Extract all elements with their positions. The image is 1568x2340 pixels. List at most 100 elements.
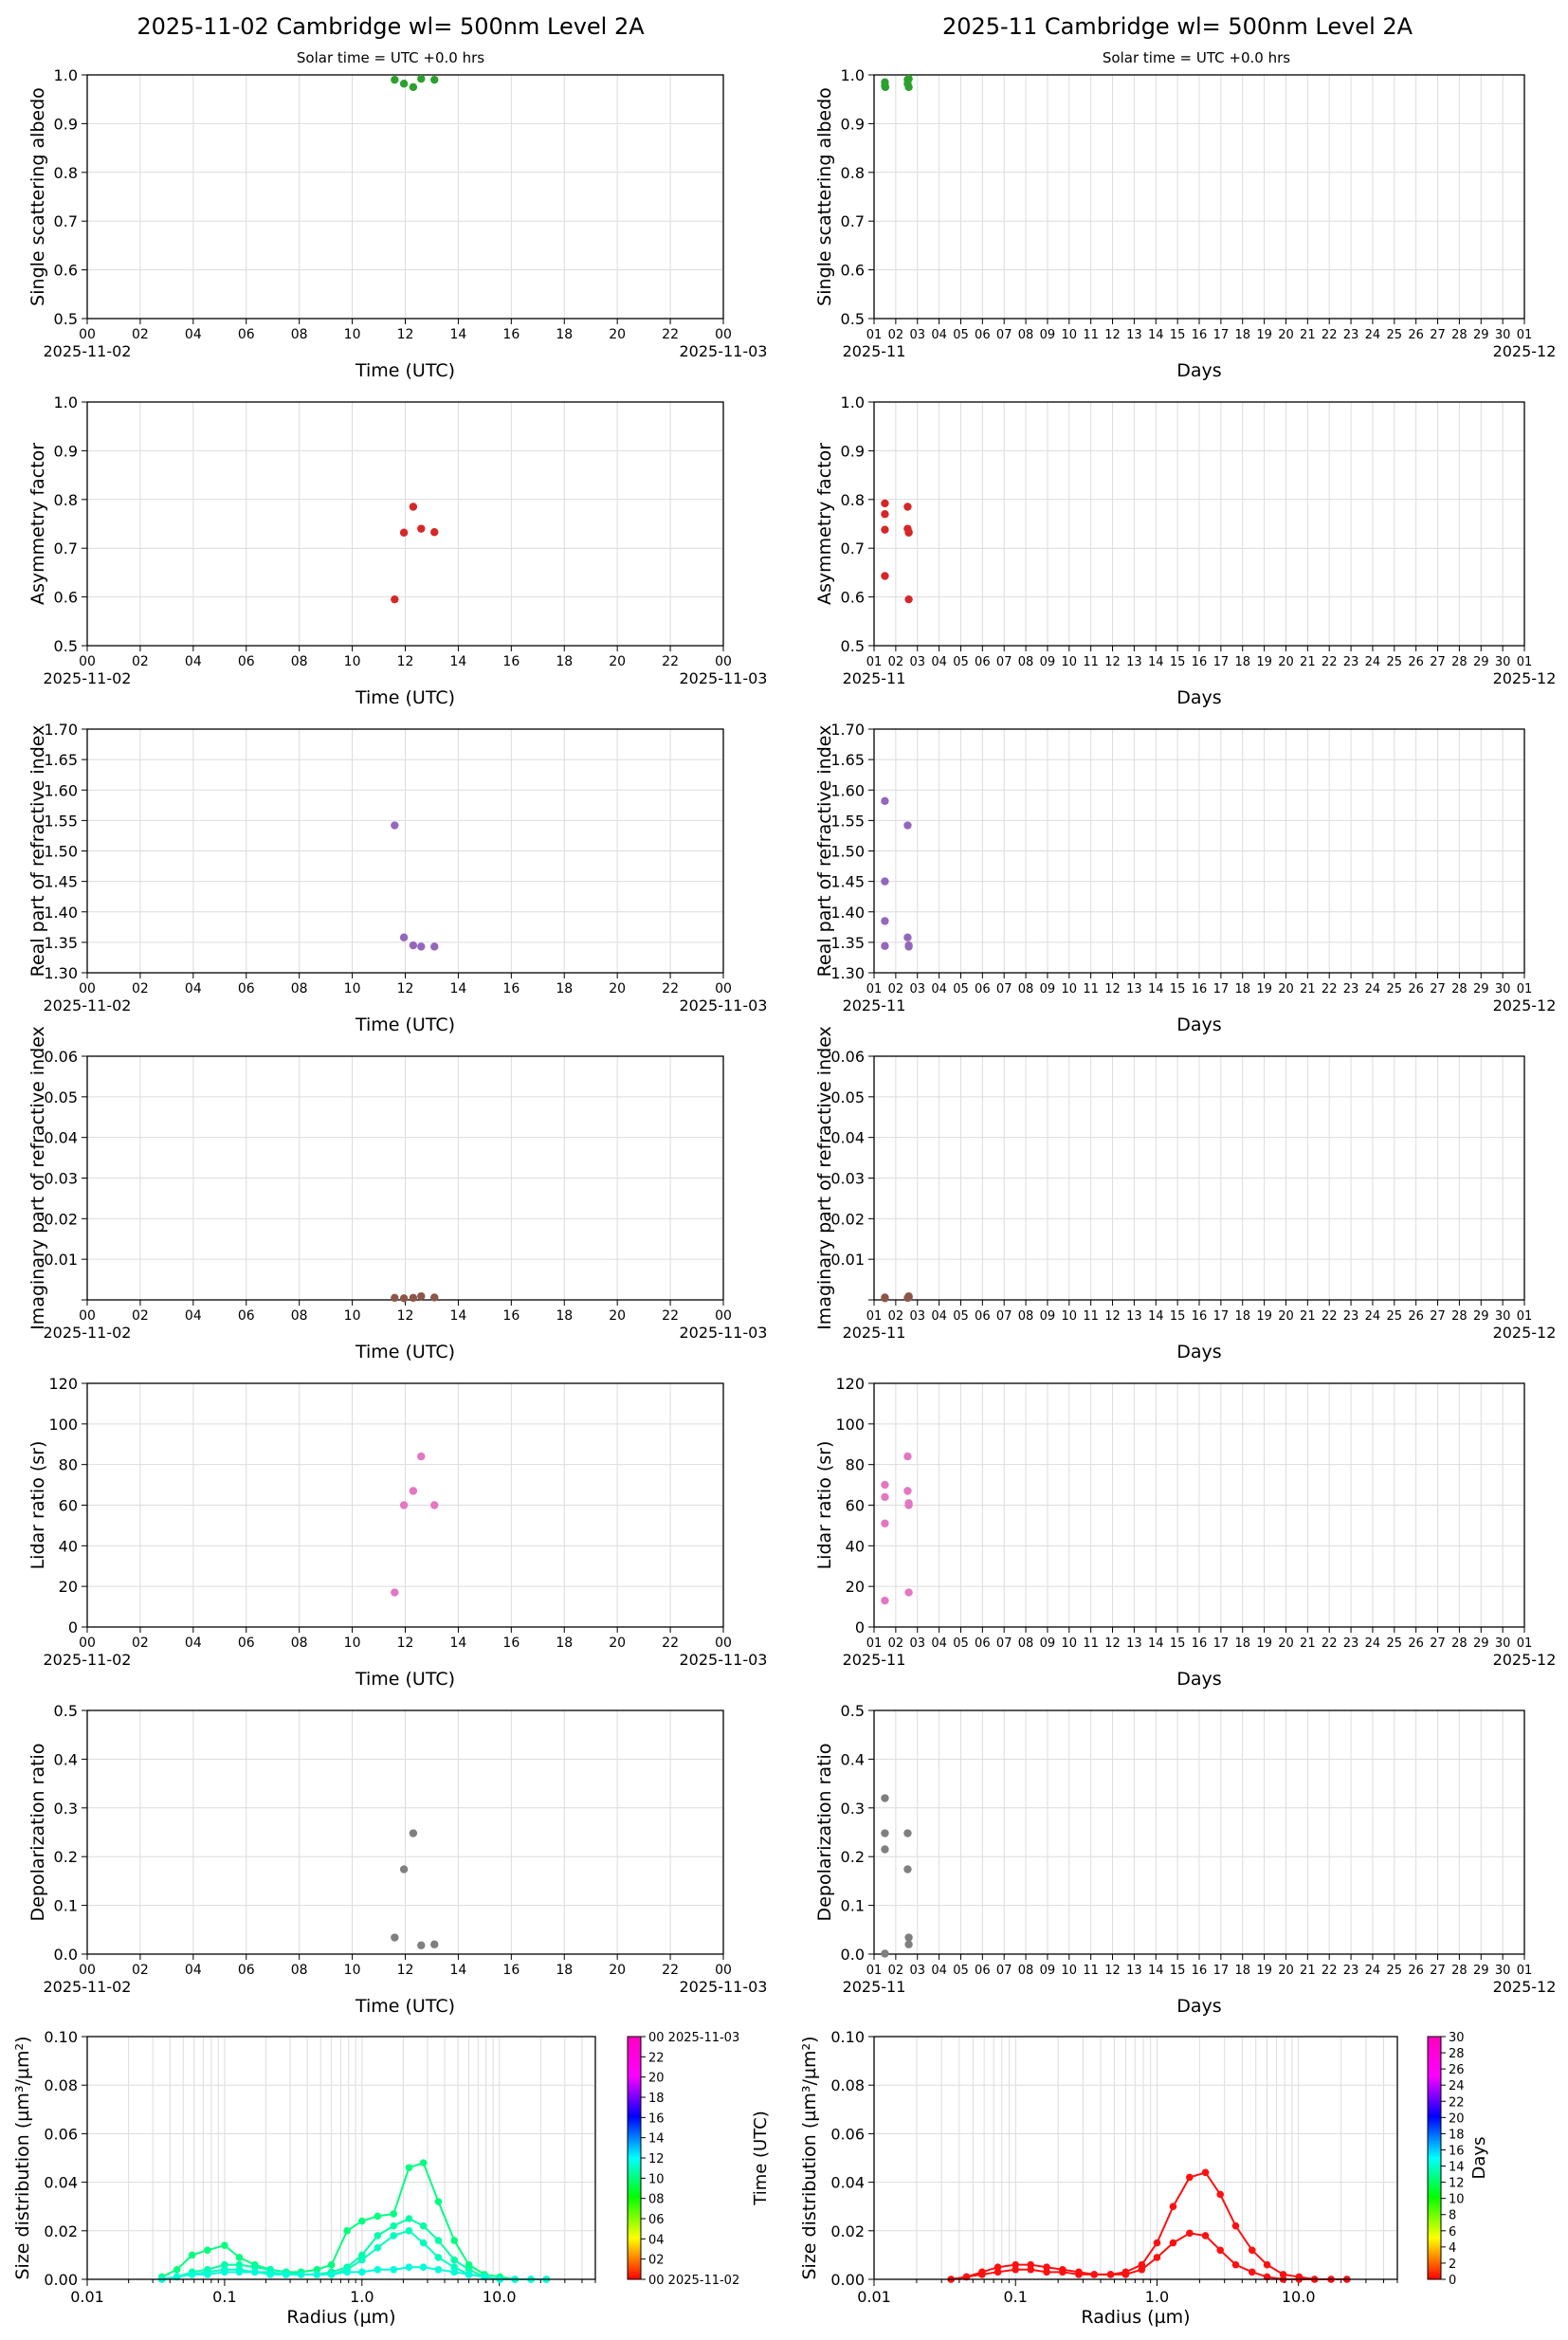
colorbar-tick-label: 14 [648,2132,665,2147]
colorbar-tick-label: 16 [648,2111,665,2126]
x-tick-label: 17 [1213,655,1230,669]
data-point [391,1588,399,1597]
x-tick-label: 12 [1104,328,1121,342]
colorbar-tick-label: 14 [1449,2161,1465,2175]
x-tick-label: 17 [1213,328,1230,342]
y-tick-label: 0.8 [841,164,865,182]
x-end-date: 2025-11-03 [680,669,768,687]
x-tick-label: 05 [953,655,969,669]
y-tick-label: 1.30 [44,964,78,982]
x-tick-label: 18 [1234,1309,1250,1324]
x-tick-label: 17 [1213,1964,1230,1978]
x-tick-label: 23 [1343,655,1359,669]
y-tick-label: 0.10 [44,2028,78,2046]
plot-frame [873,1055,1525,1301]
panel-monthly-4: 0.01 0.02 0.03 0.04 0.05 0.06 01 02 03 04 05 06 07 08… [814,1026,1556,1362]
x-tick-label: 22 [662,981,679,996]
y-tick-label: 0 [855,1618,865,1636]
series-point [188,2271,196,2278]
x-axis-label: Time (UTC) [355,1342,455,1362]
x-tick-label: 26 [1408,328,1424,342]
x-tick-label: 28 [1451,655,1468,669]
x-tick-label: 00 [79,1308,96,1324]
x-tick-label: 01 [1517,1636,1533,1651]
x-tick-label: 0.01 [857,2288,891,2306]
panel-monthly-2: 0.5 0.6 0.7 0.8 0.9 1.0 01 02 03 04 05 06 07 08 09 10 11… [814,393,1556,708]
x-tick-label: 14 [450,981,467,996]
x-tick-label: 02 [888,655,904,669]
x-tick-label: 18 [556,1636,573,1651]
y-tick-label: 0.04 [44,1129,78,1147]
x-tick-label: 01 [1517,1309,1533,1324]
series-point [374,2212,382,2221]
data-point [903,1452,912,1461]
series-point [282,2271,290,2278]
x-start-date: 2025-11-02 [44,1324,132,1342]
y-tick-label: 0.8 [54,164,78,182]
y-tick-label: 0.4 [54,1750,78,1768]
y-tick-label: 0.08 [44,2076,78,2094]
x-start-date: 2025-11-02 [44,1651,132,1669]
x-tick-label: 20 [1278,1636,1294,1651]
series-point [1138,2265,1146,2274]
x-tick-label: 01 [866,655,883,669]
y-tick-label: 1.55 [830,812,865,830]
x-tick-label: 02 [132,1963,149,1978]
x-tick-label: 06 [238,1963,255,1978]
x-tick-label: 03 [909,655,925,669]
panel-daily-5: 0 20 40 60 80 100 120 00 02 04 06 08 10 12 14 16 18 20 22 0… [27,1375,767,1690]
x-tick-label: 18 [556,654,573,669]
y-tick-label: 0.1 [54,1897,78,1915]
colorbar-tick-label: 6 [1449,2225,1456,2239]
x-tick-label: 28 [1451,1636,1468,1651]
x-tick-label: 15 [1170,982,1186,996]
data-point [903,933,912,941]
x-start-date: 2025-11 [843,1978,906,1996]
series-point [358,2268,366,2276]
x-tick-label: 01 [1517,982,1533,996]
panel-sizedist-monthly: 0.01 0.1 1.0 10.0 0.00 0.02 0.04 0.06 0.08 0.10 Ra… [799,2028,1398,2328]
x-tick-label: 14 [1148,982,1164,996]
data-point [903,821,912,830]
x-tick-label: 18 [1234,1964,1250,1978]
x-tick-label: 0.1 [212,2288,236,2306]
colorbar-tick-label: 0 [1449,2274,1456,2288]
x-tick-label: 23 [1343,982,1359,996]
plot-frame [873,1709,1525,1955]
series-point [251,2268,259,2276]
x-start-date: 2025-11-02 [44,342,132,360]
y-tick-label: 1.60 [44,781,78,799]
x-tick-label: 08 [1018,1964,1034,1978]
x-tick-label: 14 [1148,1636,1164,1651]
data-point [409,1829,418,1837]
y-tick-label: 0.7 [841,212,865,230]
data-point [881,1829,889,1837]
x-tick-label: 06 [238,981,255,996]
x-tick-label: 05 [953,328,969,342]
y-tick-label: 0.06 [830,2125,865,2143]
x-tick-label: 20 [1278,982,1294,996]
series-point [1169,2239,1177,2247]
data-point [391,821,399,830]
x-tick-label: 23 [1343,1636,1359,1651]
y-tick-label: 0.5 [54,637,78,655]
x-tick-label: 0.01 [70,2288,104,2306]
x-tick-label: 15 [1170,655,1186,669]
y-tick-label: 0.5 [54,1702,78,1720]
data-point [417,942,426,951]
x-tick-label: 22 [1322,1309,1338,1324]
x-tick-label: 18 [1234,655,1250,669]
y-tick-label: 1.50 [830,843,865,861]
colorbar-tick-label: 02 [648,2254,665,2268]
series-point [1121,2271,1130,2278]
series-point [1216,2246,1224,2255]
x-end-date: 2025-12 [1493,996,1557,1015]
y-tick-label: 40 [59,1537,78,1555]
series-point [343,2268,351,2276]
x-tick-label: 10 [344,1308,361,1324]
x-tick-label: 03 [909,1964,925,1978]
x-tick-label: 16 [1192,1636,1208,1651]
y-tick-label: 120 [835,1375,865,1393]
plot-frame [86,2036,596,2280]
